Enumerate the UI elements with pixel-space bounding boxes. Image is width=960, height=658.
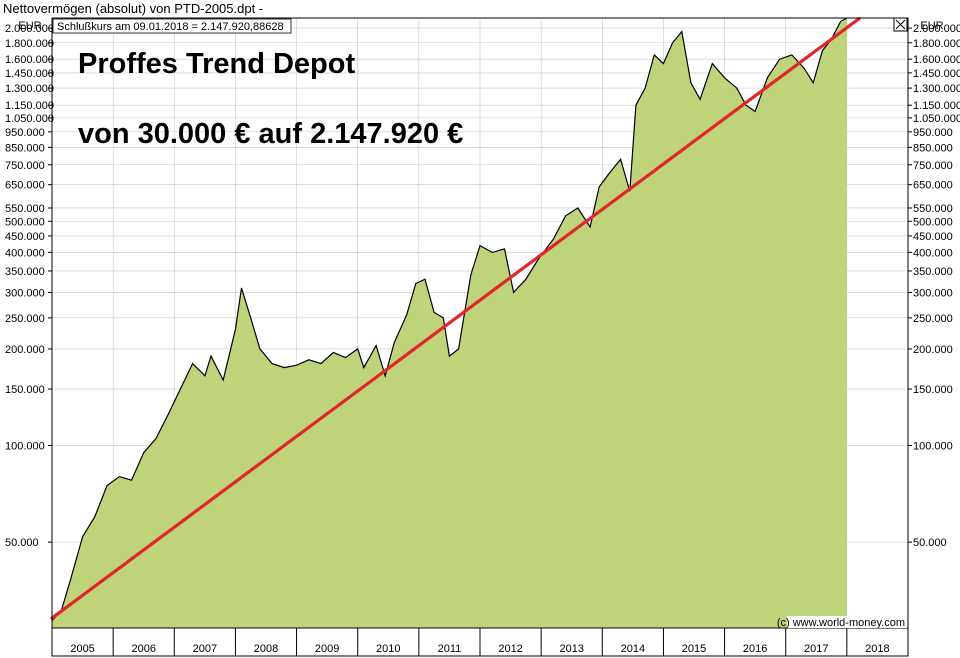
- x-tick-label: 2007: [193, 643, 217, 655]
- y-tick-label: 350.000: [913, 266, 953, 278]
- y-unit-right: EUR: [920, 20, 943, 32]
- y-tick-label: 1.050.000: [5, 113, 54, 125]
- x-tick-label: 2013: [559, 643, 583, 655]
- y-tick-label: 300.000: [913, 287, 953, 299]
- area-fill: [52, 18, 847, 629]
- x-tick-label: 2015: [682, 643, 706, 655]
- close-x-icon[interactable]: [893, 17, 908, 32]
- x-axis: 2005 2006 2007 2008 2009 2010 2011 2012 2013 2014…: [51, 628, 890, 656]
- y-unit-left: EUR: [18, 20, 41, 32]
- y-tick-label: 750.000: [913, 160, 953, 172]
- y-axis-left: 50.000 100.000 150.000 200.000 250.000 300.00…: [5, 23, 54, 549]
- x-tick-label: 2011: [438, 643, 462, 655]
- y-tick-label: 100.000: [913, 441, 953, 453]
- y-tick-label: 250.000: [5, 313, 45, 325]
- y-tick-label: 500.000: [5, 216, 45, 228]
- x-tick-label: 2016: [743, 643, 767, 655]
- y-tick-label: 2.000.000: [5, 23, 54, 35]
- x-tick-label: 2018: [865, 643, 889, 655]
- chart-subtitle: von 30.000 € auf 2.147.920 €: [78, 118, 463, 150]
- y-tick-label: 1.050.000: [913, 113, 960, 125]
- y-tick-label: 1.450.000: [913, 68, 960, 80]
- y-tick-label: 750.000: [5, 160, 45, 172]
- y-tick-label: 250.000: [913, 313, 953, 325]
- y-tick-label: 1.450.000: [5, 68, 54, 80]
- series-line: [51, 17, 848, 621]
- y-axis-right: 50.000 100.000 150.000 200.000 250.000 300.00…: [908, 23, 960, 549]
- y-tick-label: 1.300.000: [5, 83, 54, 95]
- y-tick-label: 150.000: [5, 384, 45, 396]
- y-tick-label: 450.000: [913, 231, 953, 243]
- y-tick-label: 450.000: [5, 231, 45, 243]
- y-tick-label: 850.000: [5, 142, 45, 154]
- y-tick-label: 350.000: [5, 266, 45, 278]
- chart-title: Proffes Trend Depot: [78, 48, 355, 80]
- x-tick-label: 2017: [804, 643, 828, 655]
- y-tick-label: 950.000: [913, 127, 953, 139]
- y-tick-label: 50.000: [5, 537, 39, 549]
- y-tick-label: 1.150.000: [913, 100, 960, 112]
- x-tick-label: 2012: [498, 643, 522, 655]
- y-tick-label: 1.800.000: [5, 38, 54, 50]
- caption-box: [52, 18, 292, 34]
- credit-box: [787, 616, 907, 628]
- y-tick-label: 1.600.000: [5, 54, 54, 66]
- y-tick-label: 550.000: [913, 203, 953, 215]
- y-tick-label: 1.800.000: [913, 38, 960, 50]
- y-tick-label: 400.000: [5, 247, 45, 259]
- credit: (c) www.world-money.com: [777, 617, 905, 629]
- y-tick-label: 1.300.000: [913, 83, 960, 95]
- window-title: Nettovermögen (absolut) von PTD-2005.dpt…: [3, 1, 264, 16]
- y-tick-label: 650.000: [913, 180, 953, 192]
- y-tick-label: 400.000: [913, 247, 953, 259]
- x-tick-label: 2009: [315, 643, 339, 655]
- y-tick-label: 500.000: [913, 216, 953, 228]
- y-tick-label: 200.000: [913, 344, 953, 356]
- x-tick-label: 2006: [131, 643, 155, 655]
- y-tick-label: 300.000: [5, 287, 45, 299]
- x-tick-label: 2005: [70, 643, 94, 655]
- y-tick-label: 950.000: [5, 127, 45, 139]
- y-tick-label: 150.000: [913, 384, 953, 396]
- y-tick-label: 1.600.000: [913, 54, 960, 66]
- trend-line: [50, 17, 861, 620]
- y-tick-label: 1.150.000: [5, 100, 54, 112]
- x-tick-label: 2010: [376, 643, 400, 655]
- y-tick-label: 850.000: [913, 142, 953, 154]
- y-tick-label: 50.000: [913, 537, 947, 549]
- caption: Schlußkurs am 09.01.2018 = 2.147.920,886…: [57, 21, 284, 33]
- y-tick-label: 100.000: [5, 441, 45, 453]
- x-tick-label: 2008: [254, 643, 278, 655]
- y-tick-label: 2.000.000: [913, 23, 960, 35]
- y-tick-label: 200.000: [5, 344, 45, 356]
- y-tick-label: 550.000: [5, 203, 45, 215]
- x-tick-label: 2014: [621, 643, 645, 655]
- y-tick-label: 650.000: [5, 180, 45, 192]
